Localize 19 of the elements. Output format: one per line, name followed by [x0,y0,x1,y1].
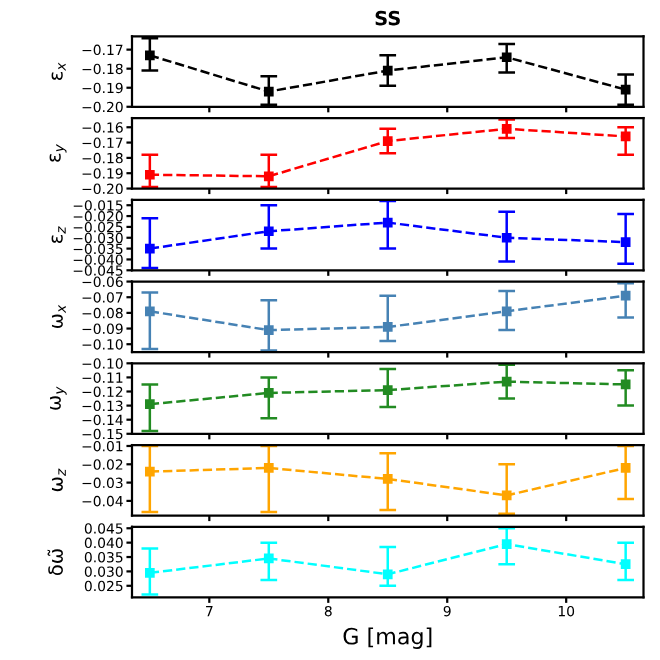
point [144,567,155,578]
point [263,325,274,335]
point [263,463,274,473]
y-axis-title: ω$_{y}$ [49,386,67,410]
point [144,50,155,61]
point [144,306,155,317]
y-axis-title: ω$_{x}$ [51,304,66,329]
point [263,388,274,398]
point [263,226,274,237]
chart-title: SS [375,10,400,26]
y-axis-title: ε$_{y}$ [49,144,67,162]
point [263,171,274,182]
y-axis-title: δω̃ [47,549,63,576]
y-axis-title: ε$_{x}$ [51,62,66,80]
point [144,399,155,410]
y-axis-title: ω$_{z}$ [51,468,66,492]
point [144,169,155,180]
y-axis-title: ε$_{z}$ [51,226,66,244]
x-axis-title: G [mag] [343,627,432,649]
